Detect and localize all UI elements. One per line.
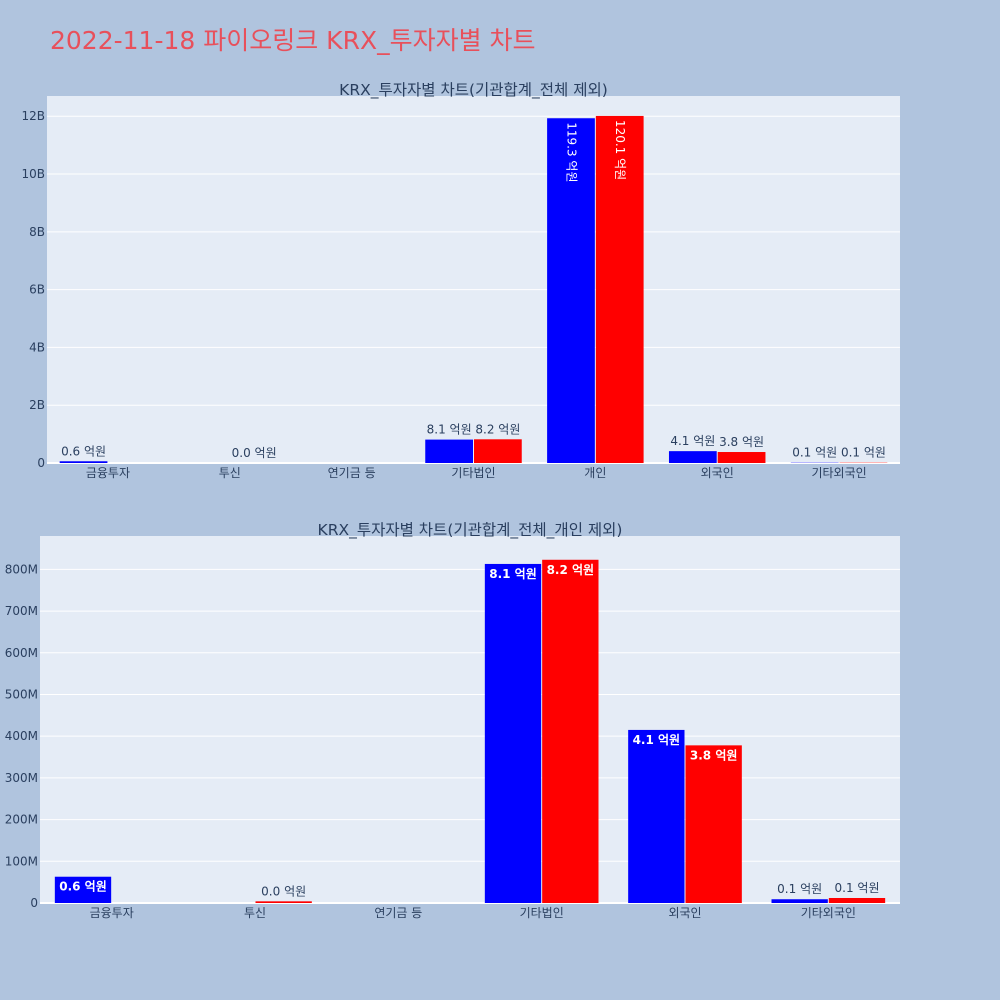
x-tick-label: 연기금 등 <box>374 906 422 920</box>
bar <box>717 452 766 463</box>
data-label: 3.8 억원 <box>690 748 738 762</box>
x-tick-label: 기타외국인 <box>811 466 866 480</box>
y-tick-label: 300M <box>5 771 38 785</box>
x-tick-label: 금융투자 <box>90 906 134 920</box>
data-label: 0.1 억원 <box>777 882 822 896</box>
data-label: 120.1 억원 <box>613 120 627 180</box>
data-label: 0.1 억원 <box>835 881 880 895</box>
data-label: 4.1 억원 <box>670 434 715 448</box>
data-label: 3.8 억원 <box>719 435 764 449</box>
x-tick-label: 기타외국인 <box>801 906 856 920</box>
bar <box>425 439 473 463</box>
y-tick-label: 0 <box>30 896 38 910</box>
data-label: 0.1 억원 <box>792 446 837 460</box>
data-label: 8.2 억원 <box>475 422 520 436</box>
y-tick-label: 12B <box>21 109 45 123</box>
data-label: 119.3 억원 <box>564 122 578 182</box>
plot-area <box>47 96 900 463</box>
bar <box>828 897 886 903</box>
data-label: 4.1 억원 <box>633 733 681 747</box>
data-label: 8.1 억원 <box>427 423 472 437</box>
y-tick-label: 10B <box>21 167 45 181</box>
bar <box>484 563 542 903</box>
data-label: 0.6 억원 <box>59 880 107 894</box>
data-label: 8.1 억원 <box>489 567 537 581</box>
data-label: 0.0 억원 <box>261 884 306 898</box>
x-tick-label: 기타법인 <box>451 466 495 480</box>
bar <box>771 899 828 903</box>
y-tick-label: 700M <box>5 604 38 618</box>
x-tick-label: 투신 <box>219 466 241 480</box>
y-tick-label: 400M <box>5 729 38 743</box>
y-tick-label: 4B <box>29 340 45 354</box>
plot-area <box>40 536 900 903</box>
chart-title: KRX_투자자별 차트(기관합계_전체_개인 제외) <box>318 521 623 540</box>
y-tick-label: 2B <box>29 398 45 412</box>
bar <box>542 559 599 903</box>
bar <box>668 451 717 463</box>
bar <box>59 461 108 463</box>
y-tick-label: 200M <box>5 813 38 827</box>
x-tick-label: 개인 <box>584 466 606 480</box>
chart-excluding-individual: KRX_투자자별 차트(기관합계_전체_개인 제외) 0 100M 200M 300M 4… <box>5 521 900 920</box>
bar <box>628 729 685 903</box>
bar <box>255 901 312 903</box>
y-tick-label: 8B <box>29 225 45 239</box>
x-tick-label: 투신 <box>244 906 266 920</box>
data-label: 8.2 억원 <box>547 563 595 577</box>
y-tick-label: 0 <box>37 456 45 470</box>
bar <box>474 439 522 463</box>
y-tick-label: 6B <box>29 283 45 297</box>
y-tick-label: 600M <box>5 646 38 660</box>
x-tick-label: 외국인 <box>701 466 734 480</box>
data-label: 0.0 억원 <box>232 446 277 460</box>
x-tick-label: 기타법인 <box>520 906 564 920</box>
x-tick-label: 외국인 <box>668 906 701 920</box>
bar <box>547 118 595 463</box>
data-label: 0.6 억원 <box>61 444 106 458</box>
chart-title: KRX_투자자별 차트(기관합계_전체 제외) <box>339 81 608 100</box>
x-tick-label: 금융투자 <box>86 466 130 480</box>
bar <box>685 745 742 903</box>
chart-overall: KRX_투자자별 차트(기관합계_전체 제외) 0 2B 4B 6B 8B 10B 12B 금융… <box>21 81 900 480</box>
y-tick-label: 800M <box>5 562 38 576</box>
x-tick-label: 연기금 등 <box>328 466 376 480</box>
bar <box>54 876 112 903</box>
y-tick-label: 500M <box>5 687 38 701</box>
data-label: 0.1 억원 <box>841 446 886 460</box>
y-tick-label: 100M <box>5 854 38 868</box>
bar <box>595 115 644 464</box>
page-title: 2022-11-18 파이오링크 KRX_투자자별 차트 <box>50 26 536 55</box>
